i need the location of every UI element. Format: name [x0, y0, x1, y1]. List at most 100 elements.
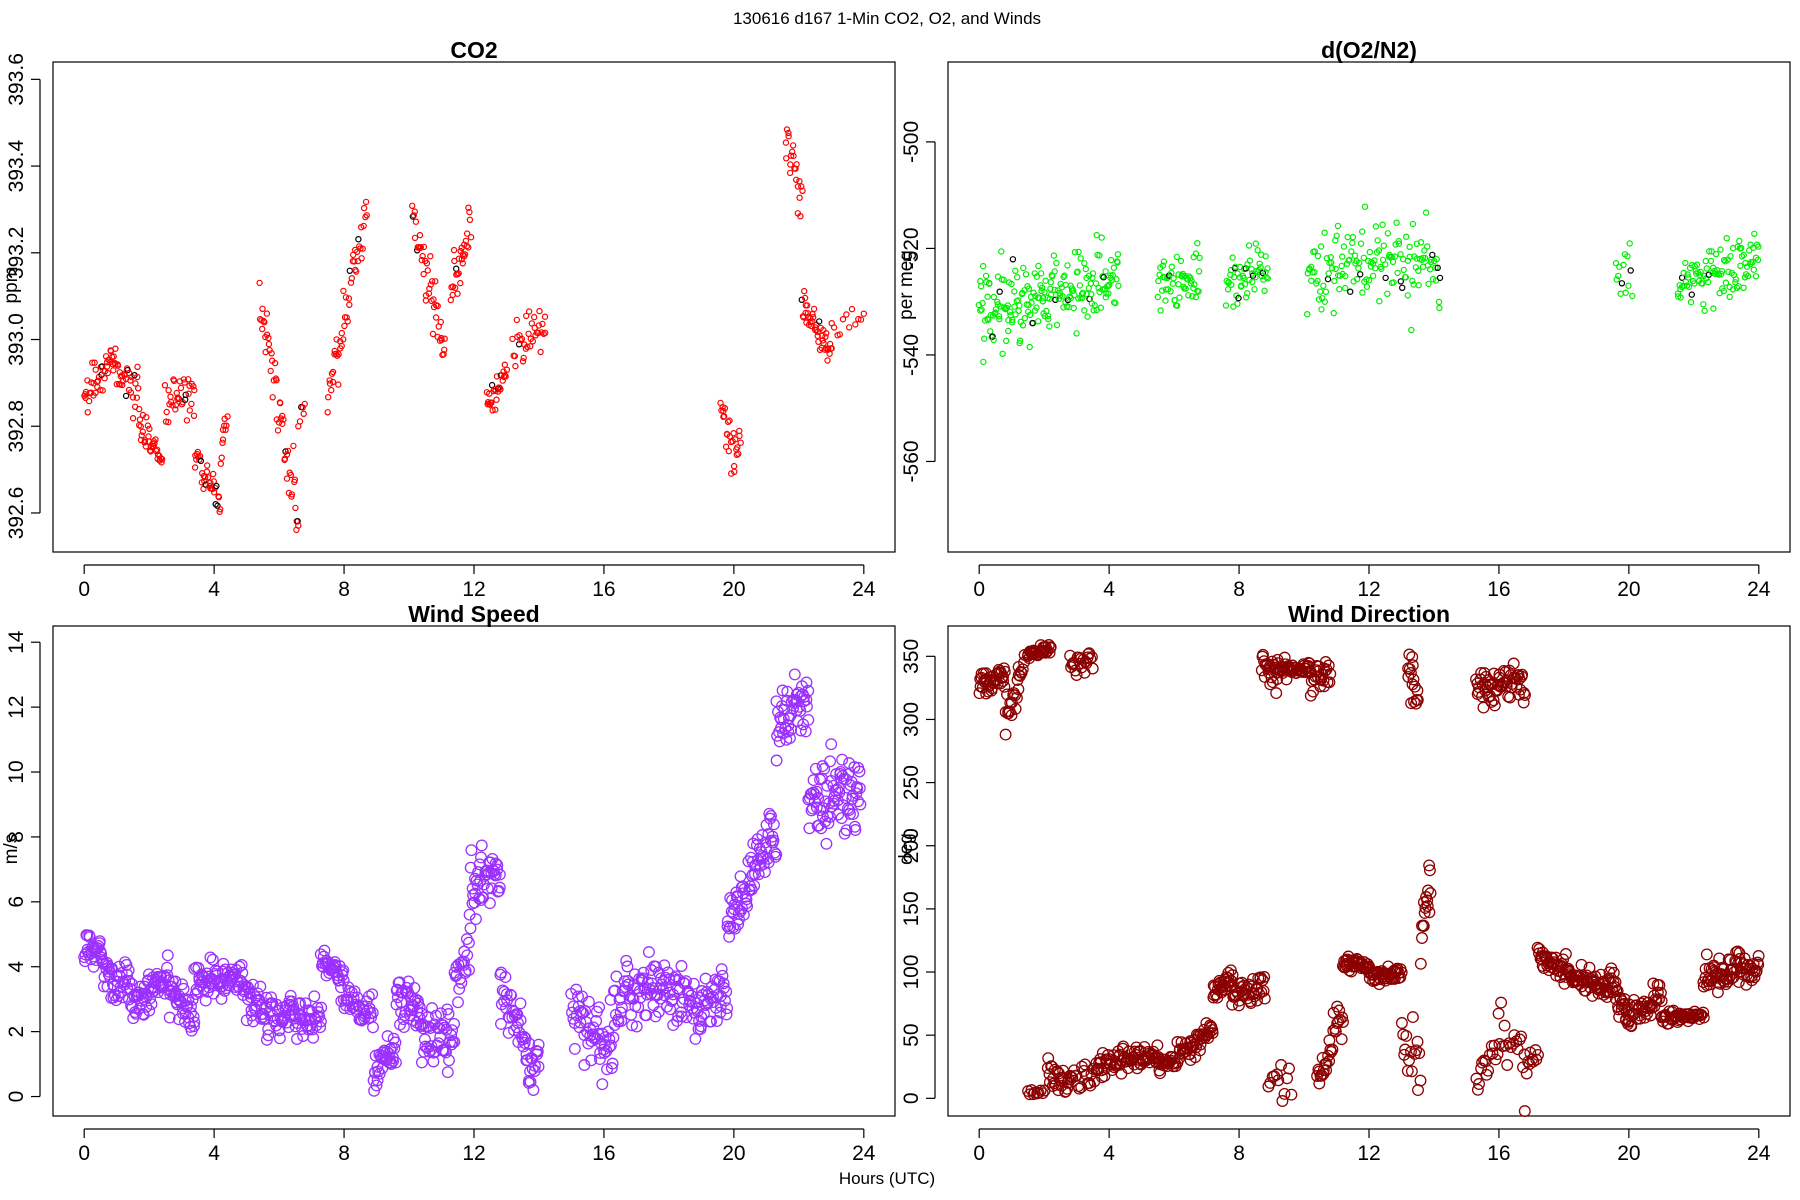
data-point	[1073, 269, 1081, 276]
data-point	[1696, 271, 1704, 279]
data-point	[1404, 666, 1417, 679]
data-point	[1607, 966, 1620, 979]
data-point	[1394, 971, 1407, 984]
data-point	[689, 1032, 702, 1045]
data-point	[1342, 272, 1349, 280]
data-point	[989, 333, 996, 340]
data-point	[1100, 274, 1107, 281]
data-point	[488, 399, 495, 406]
data-point	[1701, 307, 1708, 314]
data-point	[699, 972, 712, 985]
data-point	[1045, 315, 1052, 323]
data-point	[1035, 262, 1042, 270]
data-point	[1507, 657, 1520, 670]
y-axis-label: per meg	[896, 250, 917, 320]
data-point	[411, 234, 419, 242]
data-point	[493, 396, 500, 403]
data-point	[204, 474, 212, 481]
data-point	[1098, 1070, 1111, 1083]
data-point	[1376, 298, 1383, 305]
data-point	[1687, 299, 1695, 306]
data-point	[466, 216, 474, 223]
data-point	[1158, 287, 1166, 294]
x-tick-label: 4	[208, 1142, 220, 1165]
data-point	[843, 311, 850, 318]
data-point	[816, 318, 823, 325]
data-point	[1421, 900, 1434, 913]
x-tick-label: 4	[1103, 1142, 1115, 1165]
data-point	[158, 459, 165, 466]
data-point	[1727, 253, 1734, 260]
data-point	[582, 995, 595, 1008]
data-point	[1238, 282, 1245, 289]
data-point	[1168, 263, 1176, 270]
data-point	[978, 306, 985, 313]
data-point	[268, 350, 275, 357]
data-point	[996, 288, 1003, 295]
data-point	[1283, 1062, 1295, 1075]
data-point	[1332, 265, 1339, 273]
x-tick-label: 12	[462, 1142, 485, 1165]
data-point	[1677, 294, 1684, 301]
data-point	[1737, 244, 1745, 252]
data-point	[640, 1009, 653, 1022]
data-point	[768, 846, 781, 859]
data-point	[800, 676, 813, 689]
data-point	[201, 478, 208, 485]
data-point	[1061, 1082, 1074, 1095]
data-point	[94, 377, 102, 384]
data-point	[596, 1078, 609, 1091]
data-point	[1077, 255, 1084, 262]
data-point	[1510, 680, 1523, 693]
data-point	[343, 314, 350, 321]
data-point	[1047, 291, 1055, 298]
data-point	[722, 443, 730, 450]
data-point	[1755, 243, 1762, 250]
data-point	[1338, 253, 1346, 260]
data-point	[233, 960, 246, 973]
y-tick-label: 0	[5, 1091, 28, 1103]
data-point	[1043, 646, 1056, 659]
data-point	[821, 346, 829, 353]
data-point	[615, 1001, 628, 1014]
data-point	[984, 315, 991, 323]
data-point	[191, 386, 198, 394]
data-point	[1333, 1004, 1346, 1017]
data-point	[1358, 228, 1366, 235]
data-point	[802, 684, 815, 697]
data-point	[1688, 291, 1696, 298]
data-point	[85, 397, 93, 405]
data-point	[1614, 272, 1622, 280]
data-point	[267, 367, 274, 375]
data-point	[409, 202, 416, 209]
data-point	[1369, 272, 1377, 280]
data-point	[1086, 662, 1099, 675]
data-point	[157, 455, 165, 462]
data-point	[1235, 294, 1242, 302]
data-point	[163, 1011, 176, 1024]
y-tick-label: 392.6	[5, 487, 28, 540]
data-point	[245, 991, 257, 1004]
data-point	[1346, 256, 1353, 263]
data-point	[1617, 290, 1624, 297]
y-tick-label: -540	[900, 334, 923, 376]
data-point	[129, 394, 137, 401]
data-point	[721, 1002, 734, 1015]
data-point	[219, 436, 227, 443]
data-point	[1323, 1055, 1336, 1067]
data-point	[1206, 1027, 1219, 1040]
data-point	[366, 1006, 379, 1019]
data-point	[440, 351, 447, 358]
data-point	[329, 378, 337, 386]
data-point	[1033, 273, 1041, 280]
x-tick-label: 0	[78, 578, 90, 601]
data-point	[570, 983, 583, 996]
data-point	[423, 1045, 436, 1058]
data-point	[235, 959, 248, 971]
data-point	[247, 1015, 260, 1028]
data-point	[161, 949, 174, 962]
data-point	[977, 307, 984, 314]
data-point	[1390, 279, 1397, 286]
data-point	[1061, 272, 1068, 279]
